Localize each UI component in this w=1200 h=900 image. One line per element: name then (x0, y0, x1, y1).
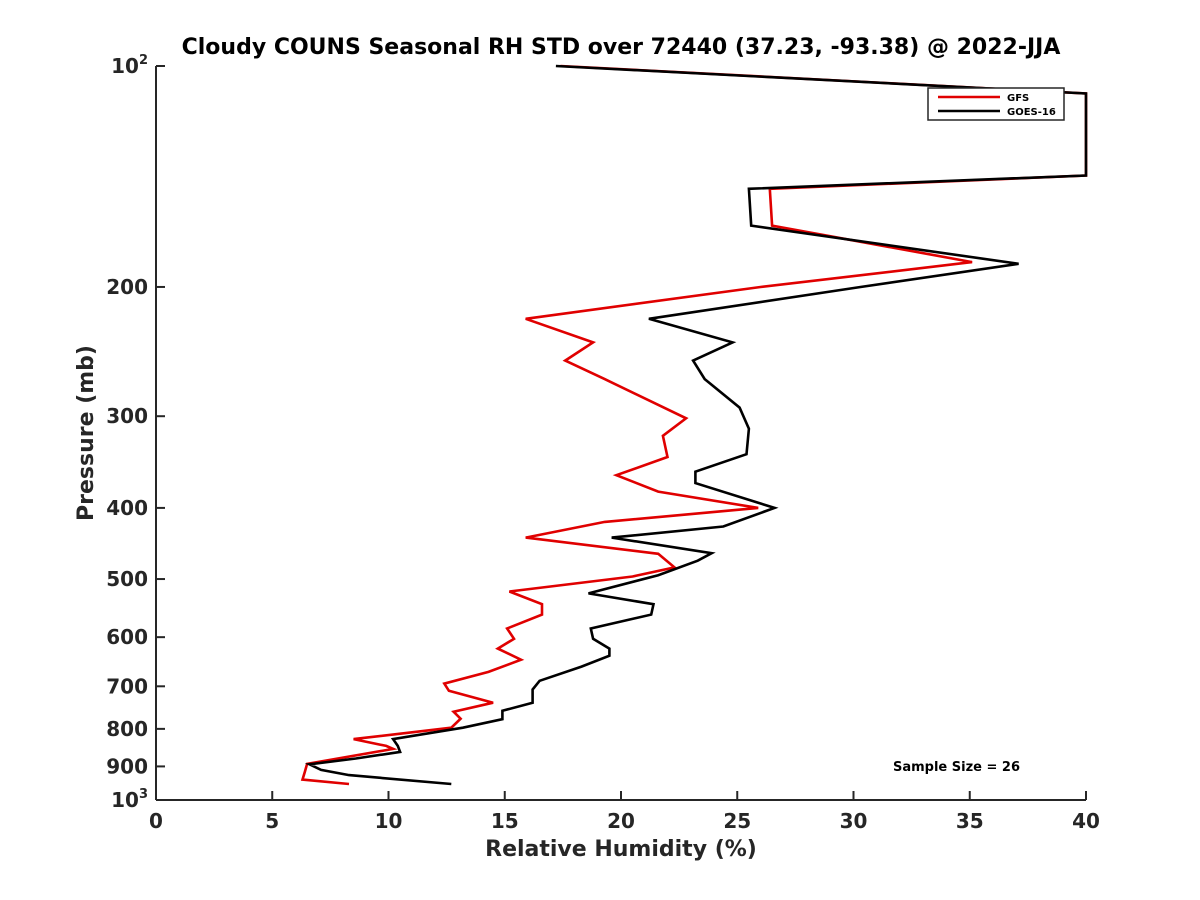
x-tick-label: 5 (265, 809, 279, 833)
x-axis-title: Relative Humidity (%) (485, 837, 757, 862)
legend-label-goes16: GOES-16 (1007, 107, 1056, 118)
y-tick-label: 900 (106, 754, 148, 778)
legend-box (927, 87, 1065, 121)
x-tick-label: 35 (956, 809, 984, 833)
x-ticks: 0 5 10 15 20 25 30 35 40 (149, 791, 1100, 833)
sample-size-annotation: Sample Size = 26 (893, 760, 1020, 775)
series-line-gfs (300, 64, 1088, 786)
y-axis-title: Pressure (mb) (74, 345, 99, 521)
y-tick-label: 400 (106, 496, 148, 520)
legend-label-gfs: GFS (1007, 93, 1029, 104)
y-tick-label: 102 (111, 53, 148, 78)
y-tick-label: 300 (106, 404, 148, 428)
y-tick-label: 600 (106, 625, 148, 649)
y-tick-label: 103 (111, 787, 148, 812)
x-tick-label: 40 (1072, 809, 1100, 833)
chart-title: Cloudy COUNS Seasonal RH STD over 72440 … (182, 35, 1061, 60)
y-tick-label: 700 (106, 674, 148, 698)
x-tick-label: 10 (375, 809, 403, 833)
series-layer (300, 64, 1088, 786)
y-ticks: 102 200 300 400 500 600 700 800 900 103 (106, 53, 165, 812)
y-tick-label: 800 (106, 717, 148, 741)
y-tick-label: 500 (106, 567, 148, 591)
y-tick-label: 200 (106, 275, 148, 299)
x-tick-label: 0 (149, 809, 163, 833)
series-line-goes16 (304, 64, 1088, 786)
x-tick-label: 15 (491, 809, 519, 833)
x-tick-label: 25 (723, 809, 751, 833)
x-tick-label: 20 (607, 809, 635, 833)
axes (155, 66, 1086, 801)
x-tick-label: 30 (840, 809, 868, 833)
legend: GFS GOES-16 (927, 87, 1065, 121)
